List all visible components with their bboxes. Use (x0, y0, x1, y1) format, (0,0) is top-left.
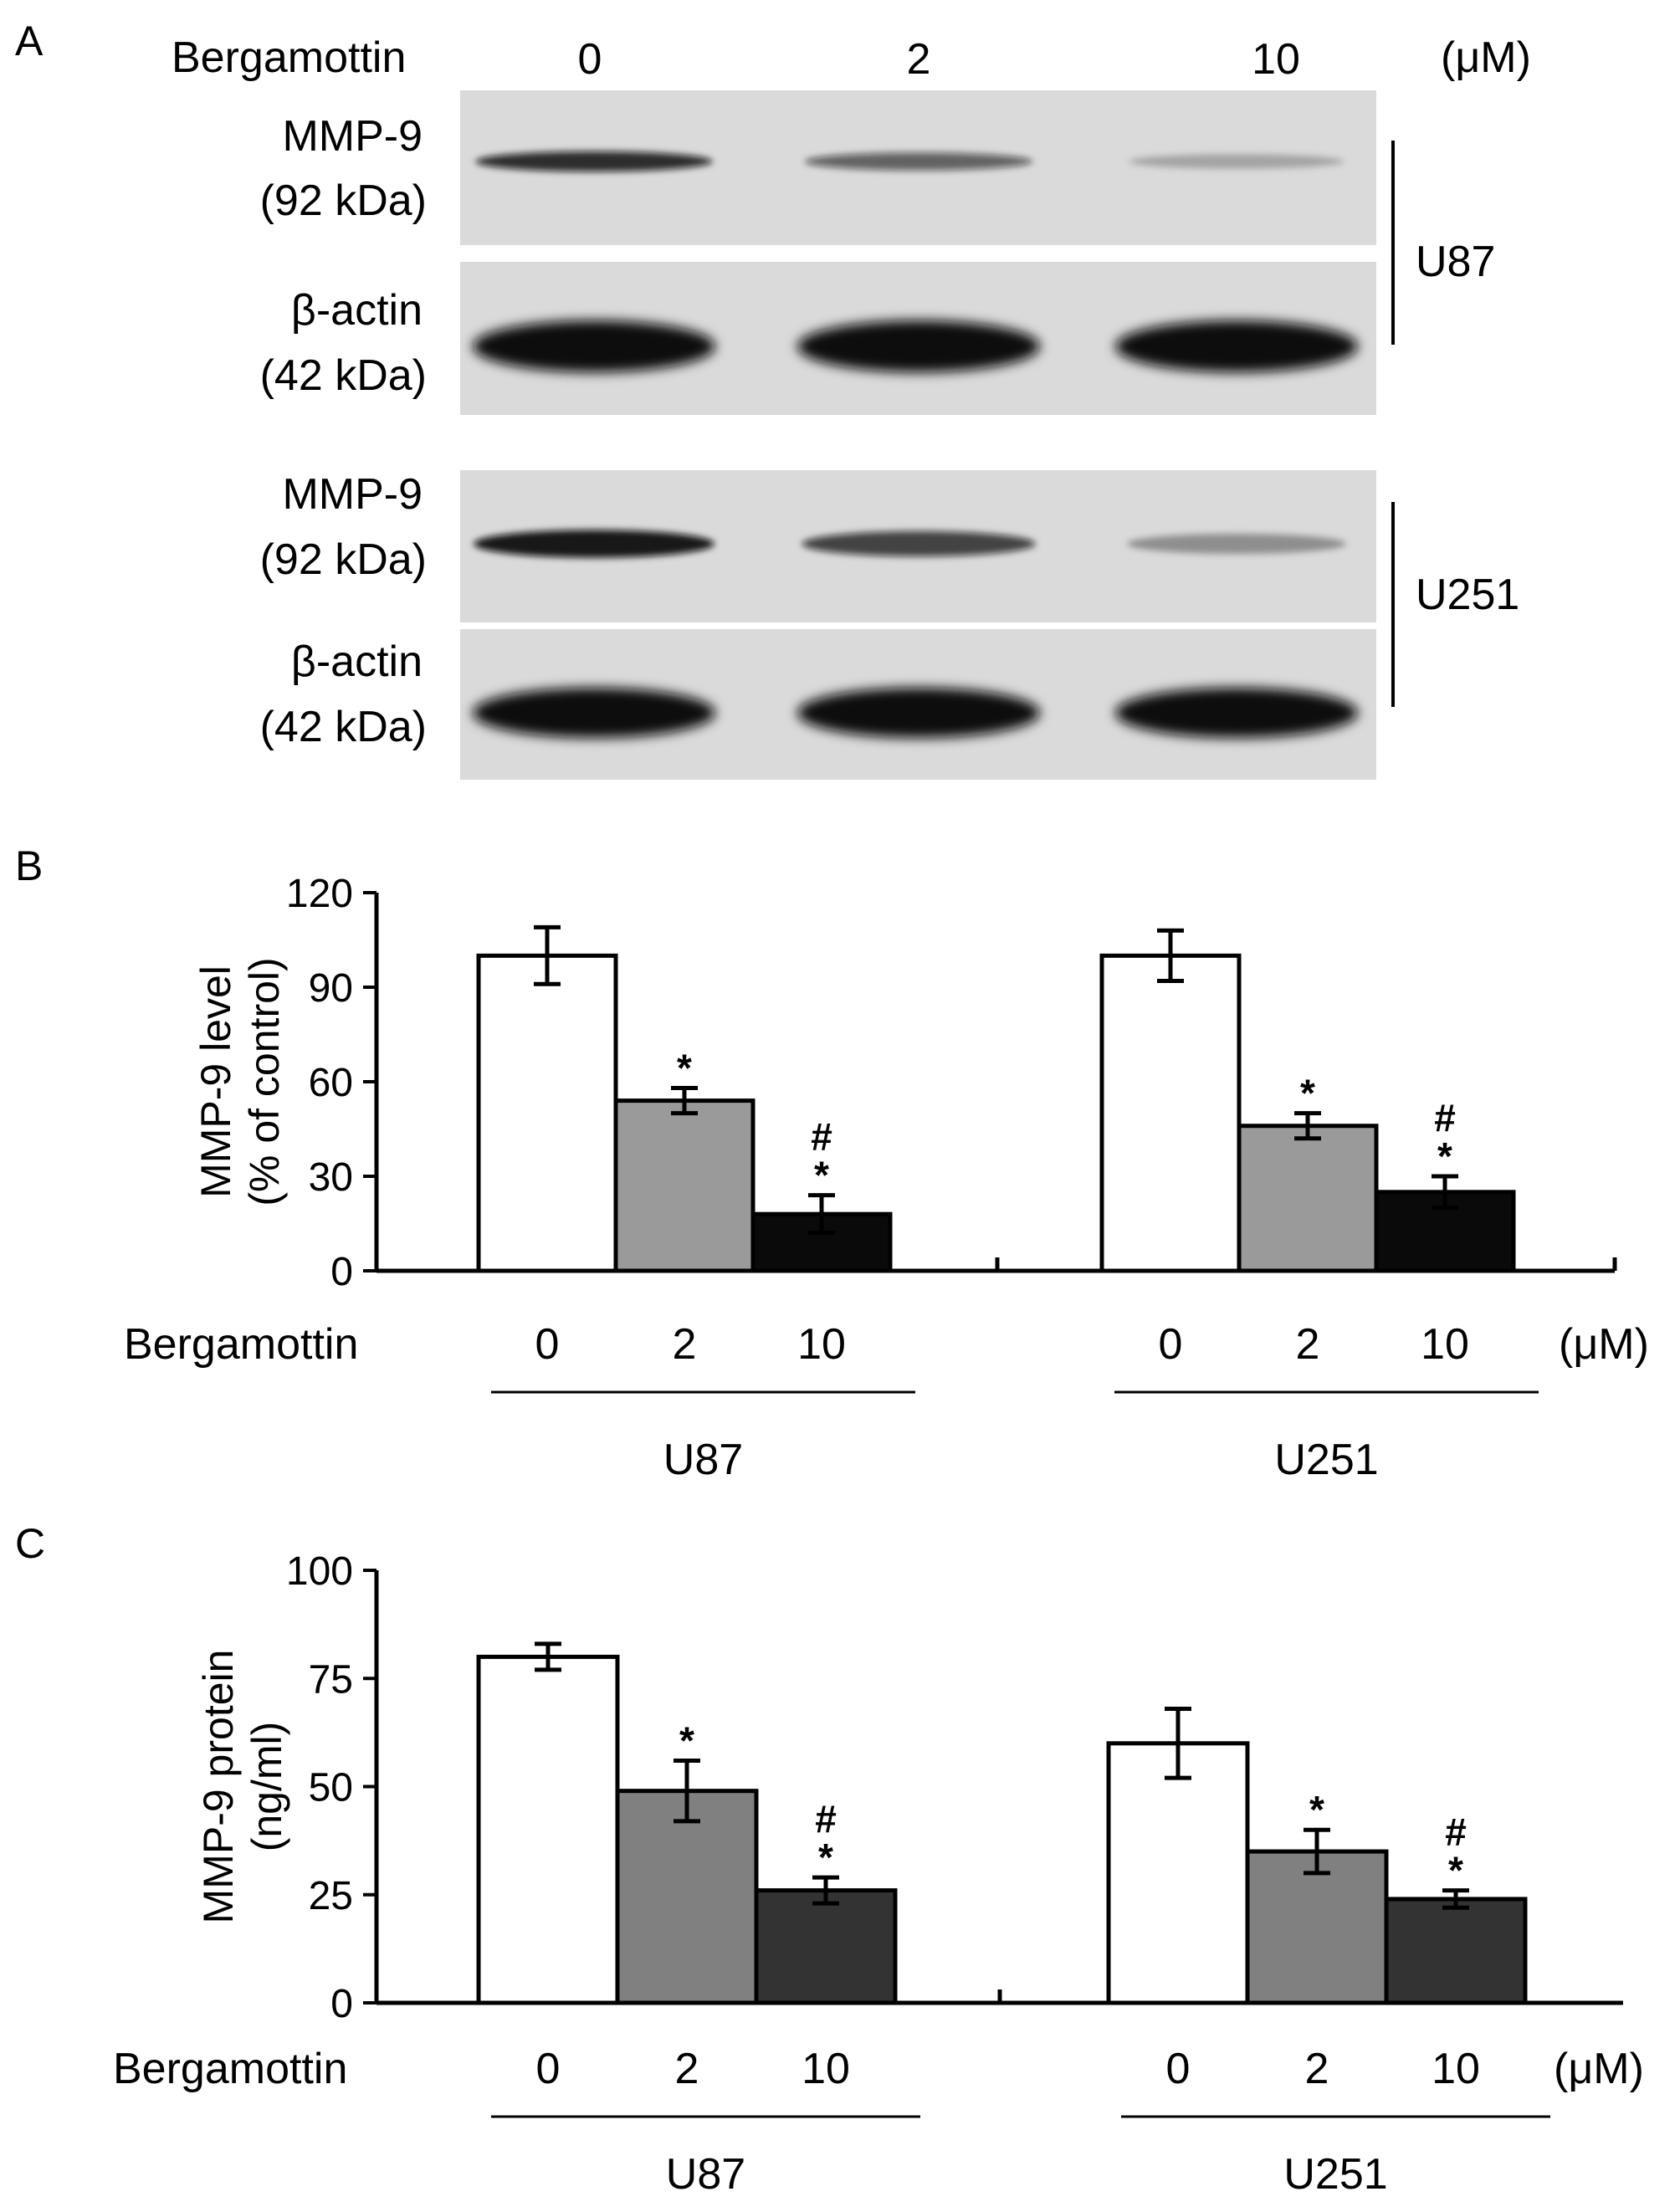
blot-unit: (μM) (1441, 33, 1531, 82)
blot-u251-mmp9: MMP-9 (92 kDa) (260, 470, 1376, 622)
dose-label: 0 (1166, 2045, 1191, 2093)
blot-protein-label: β-actin (291, 637, 423, 686)
bar (615, 1789, 759, 2005)
dose-label: 10 (1432, 2045, 1480, 2093)
unit-label: (μM) (1554, 2045, 1644, 2093)
unit-label: (μM) (1559, 1320, 1649, 1369)
blot-band (473, 688, 715, 738)
blot-size-label: (42 kDa) (260, 703, 427, 751)
significance-mark: # (811, 1115, 832, 1159)
y-tick-label: 60 (309, 1061, 353, 1105)
blot-u87-mmp9: MMP-9 (92 kDa) (260, 90, 1376, 245)
treatment-label: Bergamottin (113, 2045, 347, 2093)
blot-cellline-u87: U87 (1416, 238, 1495, 286)
dose-label: 0 (535, 1320, 560, 1369)
dose-label: 2 (1305, 2045, 1329, 2093)
panel-label-b: B (15, 842, 43, 889)
bar (476, 1654, 620, 2005)
y-tick-label: 120 (286, 872, 353, 916)
bar (1099, 953, 1242, 1273)
significance-mark: * (679, 1718, 694, 1762)
significance-mark: # (1445, 1810, 1467, 1854)
significance-mark: * (1300, 1072, 1315, 1115)
blot-size-label: (42 kDa) (260, 351, 427, 400)
significance-mark: * (1437, 1134, 1452, 1178)
dose-label: 2 (673, 1320, 697, 1369)
dose-label: 0 (1159, 1320, 1183, 1369)
group-label: U251 (1274, 1436, 1378, 1484)
bar (1106, 1741, 1250, 2005)
blot-band (1115, 688, 1358, 738)
y-tick-label: 0 (330, 1982, 353, 2026)
blot-u251-actin: β-actin (42 kDa) (260, 629, 1376, 780)
blot-band (802, 530, 1036, 557)
blot-protein-label: MMP-9 (282, 112, 423, 161)
group-label: U251 (1283, 2150, 1387, 2199)
blot-band (473, 320, 715, 372)
blot-band (797, 320, 1040, 372)
y-tick-label: 30 (309, 1155, 353, 1200)
dose-label: 2 (1296, 1320, 1320, 1369)
blot-dose-10: 10 (1252, 35, 1300, 84)
bar (613, 1098, 755, 1273)
significance-mark: * (1309, 1788, 1324, 1831)
y-axis-label: (ng/ml) (243, 1722, 290, 1852)
bar (1237, 1124, 1379, 1273)
significance-mark: * (1448, 1849, 1463, 1892)
blot-band (1127, 533, 1346, 555)
bar (476, 953, 618, 1273)
blot-band (804, 152, 1033, 171)
treatment-label: Bergamottin (124, 1320, 358, 1369)
significance-mark: * (814, 1154, 829, 1197)
y-tick-label: 75 (309, 1657, 353, 1702)
y-tick-label: 0 (330, 1250, 353, 1294)
significance-mark: * (818, 1836, 833, 1879)
blot-protein-label: β-actin (291, 286, 423, 335)
bar (754, 1888, 898, 2005)
dose-label: 0 (536, 2045, 561, 2093)
y-tick-label: 90 (309, 966, 353, 1011)
blot-treatment-label: Bergamottin (172, 33, 406, 82)
significance-mark: # (1434, 1096, 1456, 1139)
blot-u87-actin: β-actin (42 kDa) (260, 262, 1376, 415)
blot-protein-label: MMP-9 (282, 470, 423, 519)
group-label: U87 (666, 2150, 745, 2199)
blot-size-label: (92 kDa) (260, 535, 427, 584)
significance-mark: * (677, 1047, 692, 1090)
blot-dose-0: 0 (578, 35, 602, 84)
blot-cellline-u251: U251 (1416, 571, 1519, 619)
bar (1245, 1849, 1389, 2005)
blot-dose-2: 2 (907, 35, 931, 84)
y-axis-label: (% of control) (241, 957, 288, 1206)
panel-label-a: A (15, 18, 44, 64)
blot-band (1129, 154, 1345, 169)
dose-label: 10 (1421, 1320, 1469, 1369)
blot-band (475, 151, 713, 172)
dose-label: 2 (675, 2045, 699, 2093)
y-tick-label: 100 (286, 1549, 353, 1594)
y-axis-label: MMP-9 protein (195, 1650, 242, 1924)
blot-band (1115, 320, 1358, 372)
blot-band (797, 688, 1040, 738)
dose-label: 10 (797, 1320, 846, 1369)
y-tick-label: 50 (309, 1766, 353, 1810)
blot-size-label: (92 kDa) (260, 177, 427, 225)
bar (1384, 1897, 1528, 2005)
dose-label: 10 (802, 2045, 850, 2093)
y-axis-label: MMP-9 level (192, 965, 239, 1198)
group-label: U87 (663, 1436, 743, 1484)
y-tick-label: 25 (309, 1874, 353, 1918)
significance-mark: # (815, 1797, 837, 1841)
blot-band (474, 530, 715, 558)
panel-label-c: C (15, 1520, 45, 1567)
